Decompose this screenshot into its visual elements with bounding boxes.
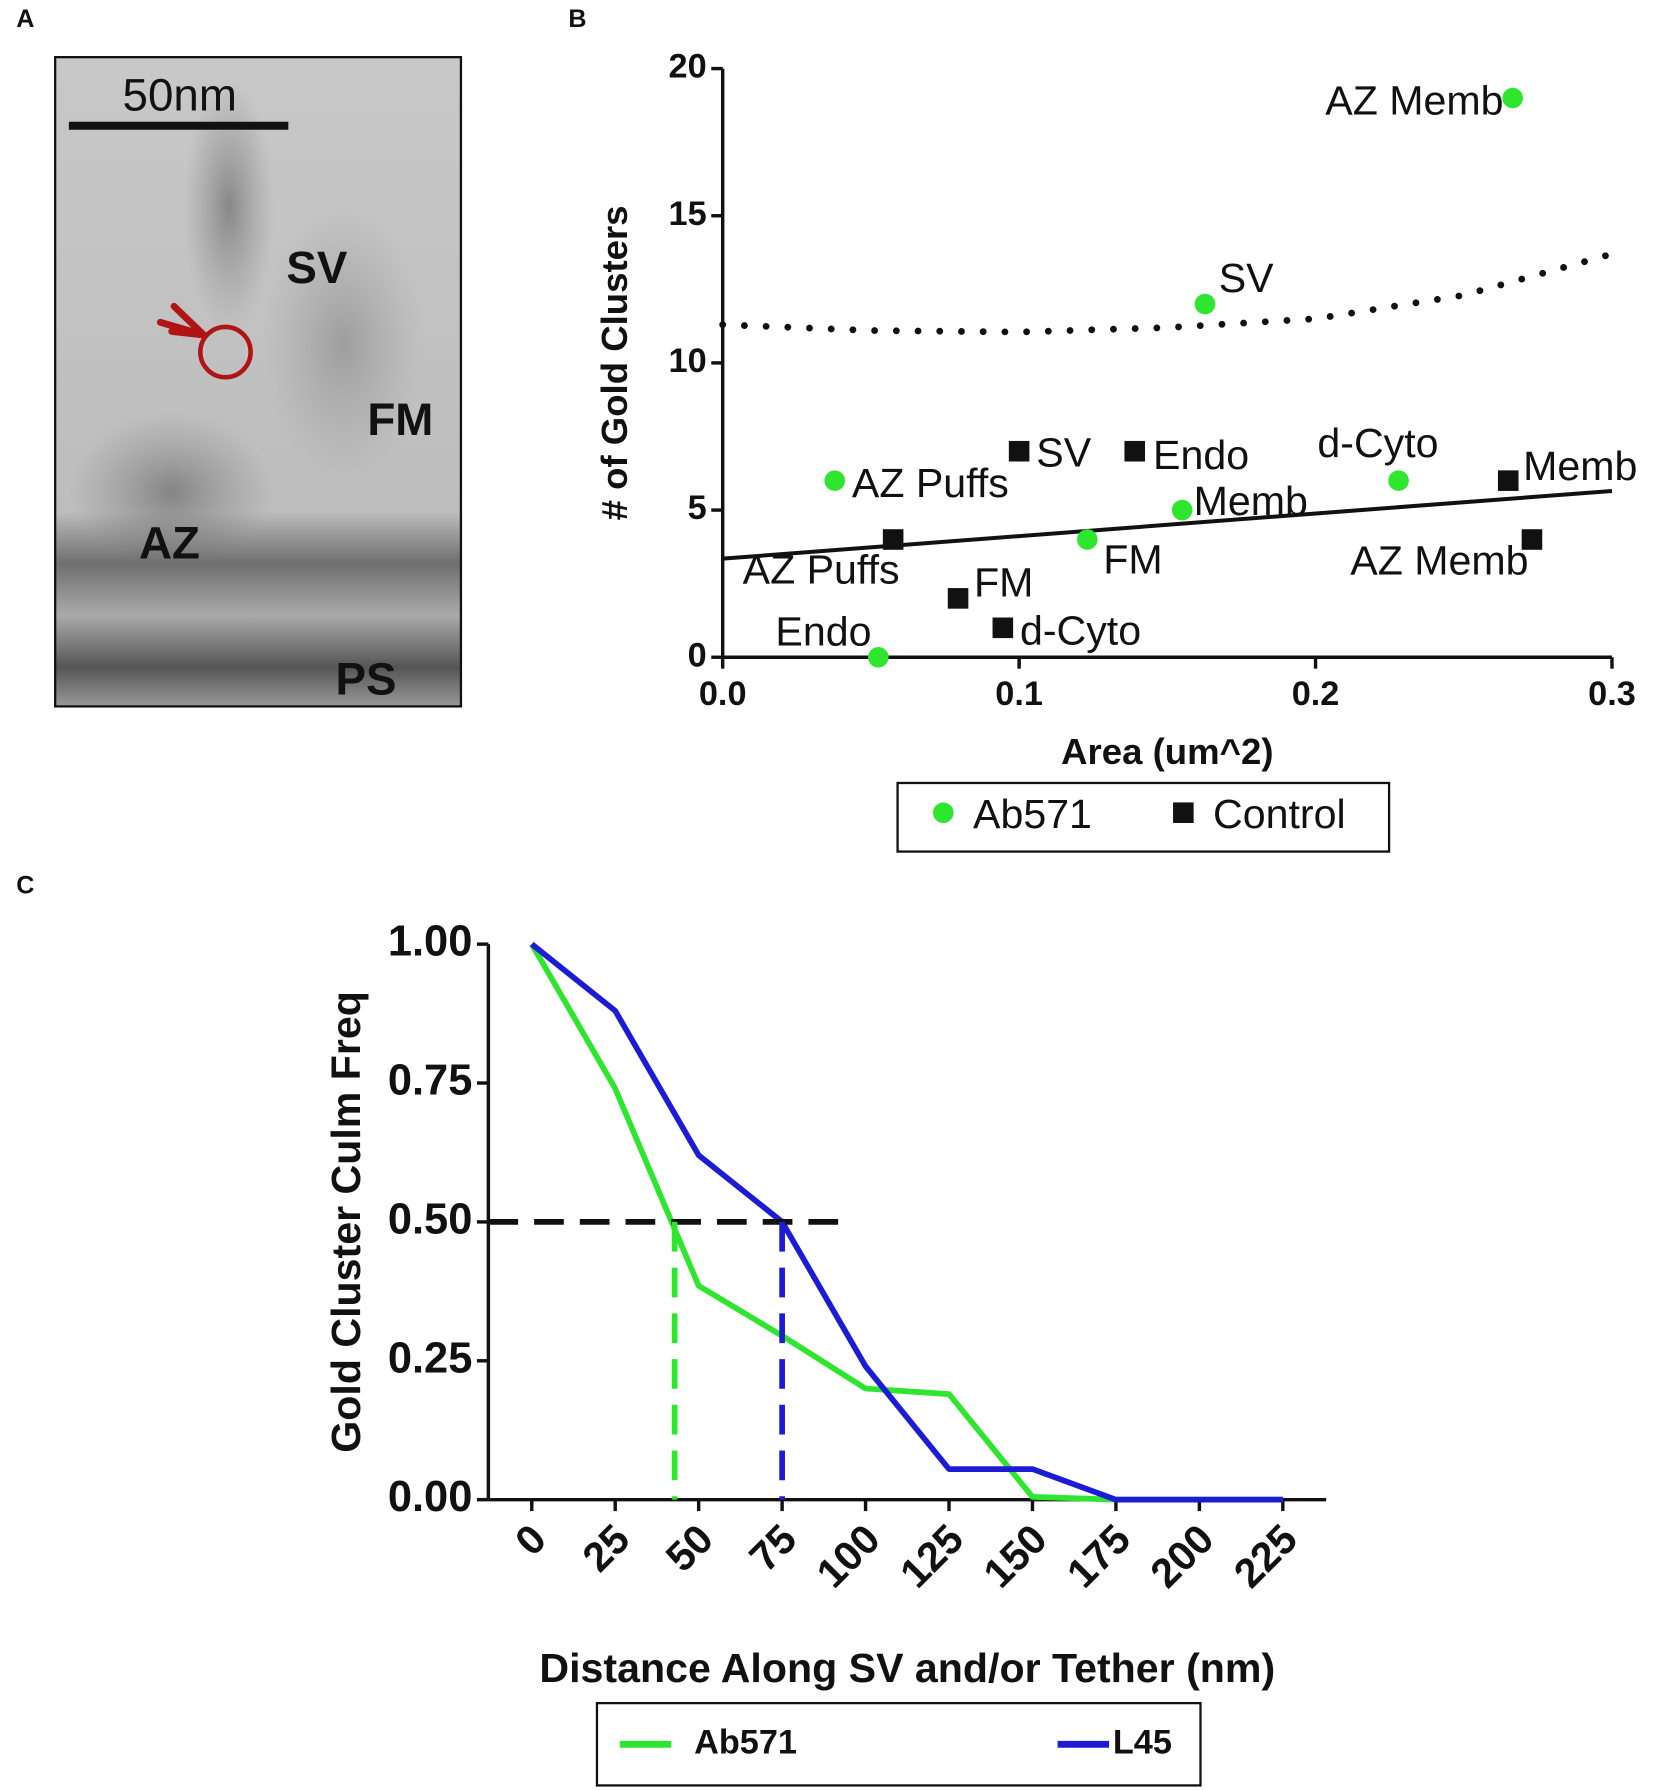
texture: [263, 205, 424, 481]
y-tick-label: 10: [669, 342, 707, 380]
legend-box: [595, 1701, 1202, 1787]
legend-label: Ab571: [973, 791, 1092, 837]
y-tick-label: 0.75: [388, 1056, 473, 1104]
point: [1497, 470, 1519, 491]
point-label: d-Cyto: [1317, 420, 1438, 466]
x-tick-label: 50: [657, 1515, 722, 1580]
point: [1502, 87, 1523, 109]
y-tick-label: 0.00: [388, 1473, 473, 1521]
x-axis-label: Area (um^2): [1061, 731, 1273, 772]
x-tick-label: 150: [975, 1515, 1056, 1596]
micrograph: 50nm: [54, 56, 463, 708]
point-label: AZ Puffs: [852, 460, 1009, 506]
legend-marker: [933, 802, 954, 823]
legend-label: L45: [1113, 1723, 1172, 1761]
point-label: FM: [974, 560, 1033, 606]
micrograph-label: PS: [336, 653, 397, 704]
y-axis-label: # of Gold Clusters: [594, 205, 635, 520]
fit-line: [719, 250, 1616, 336]
x-tick-label: 200: [1142, 1515, 1223, 1596]
x-tick-label: 0: [506, 1515, 555, 1564]
marker-arrow: [156, 302, 208, 339]
y-tick-label: 20: [669, 48, 707, 86]
fit-line: [722, 488, 1613, 561]
y-tick-label: 15: [669, 195, 707, 233]
point: [947, 588, 969, 609]
point: [824, 470, 846, 491]
point: [1077, 529, 1098, 550]
point-label: SV: [1036, 430, 1091, 476]
point: [1521, 529, 1543, 550]
y-tick-label: 0.25: [388, 1334, 473, 1382]
legend-marker: [1173, 802, 1194, 823]
micrograph-label: FM: [367, 394, 433, 445]
x-tick-label: 25: [574, 1515, 639, 1580]
point: [992, 617, 1014, 639]
line-chart: 0.000.250.500.751.000 25 50 75 100 125 150 175 2…: [323, 918, 1327, 1787]
point-label: AZ Puffs: [743, 547, 900, 593]
panel-label: A: [16, 5, 34, 33]
point-label: d-Cyto: [1020, 607, 1141, 653]
x-tick-label: 0.2: [1292, 675, 1340, 713]
point-label: Memb: [1194, 478, 1308, 524]
texture: [183, 80, 275, 332]
panel-label: B: [568, 5, 586, 33]
point: [868, 646, 889, 668]
point: [1008, 440, 1030, 462]
panel-label: C: [16, 872, 34, 900]
micrograph-label: SV: [286, 242, 347, 293]
micrograph-label: AZ: [139, 517, 200, 568]
legend-label: Control: [1213, 791, 1346, 837]
point-label: SV: [1219, 255, 1274, 301]
x-tick-label: 225: [1225, 1515, 1306, 1596]
point: [1171, 499, 1193, 521]
y-tick-label: 0.50: [388, 1195, 473, 1243]
x-tick-label: 0.0: [699, 675, 747, 713]
scatter-chart: 0 5 10 15 20 0.0 0.1 0.2 0.3 Area (um^2) # of Gold…: [594, 48, 1637, 853]
legend-box: [896, 781, 1391, 853]
x-tick-label: 0.1: [995, 675, 1043, 713]
y-tick-label: 1.00: [388, 918, 473, 966]
x-tick-label: 75: [740, 1515, 805, 1580]
series-line: [529, 941, 1283, 1503]
point-label: Endo: [775, 608, 871, 654]
x-tick-label: 125: [891, 1515, 972, 1596]
y-tick-label: 0: [688, 636, 707, 674]
y-tick-label: 5: [688, 489, 707, 527]
texture: [68, 411, 275, 572]
point: [1194, 293, 1216, 315]
scale-bar-label: 50nm: [123, 69, 237, 120]
point: [882, 529, 904, 550]
point-label: AZ Memb: [1350, 537, 1528, 583]
point-label: Memb: [1523, 443, 1637, 489]
y-axis-label: Gold Cluster Culm Freq: [323, 991, 369, 1453]
x-tick-label: 0.3: [1588, 675, 1636, 713]
x-axis-label: Distance Along SV and/or Tether (nm): [539, 1645, 1275, 1691]
legend-label: Ab571: [694, 1723, 797, 1761]
x-tick-label: 100: [808, 1515, 889, 1596]
marker-circle: [198, 324, 253, 380]
point-label: AZ Memb: [1325, 78, 1503, 124]
point: [1388, 470, 1409, 491]
point: [1124, 440, 1146, 462]
x-tick-label: 175: [1058, 1515, 1139, 1596]
point-label: Endo: [1153, 432, 1249, 478]
point-label: FM: [1103, 536, 1162, 582]
